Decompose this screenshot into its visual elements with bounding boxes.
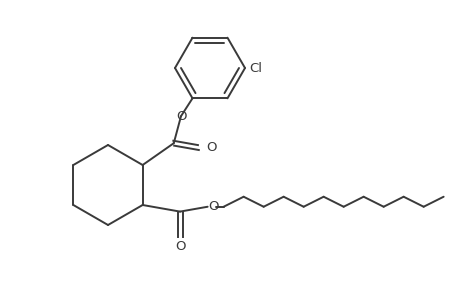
Text: O: O xyxy=(175,110,186,123)
Text: O: O xyxy=(208,200,218,213)
Text: O: O xyxy=(174,240,185,253)
Text: O: O xyxy=(206,141,216,154)
Text: Cl: Cl xyxy=(248,61,262,74)
